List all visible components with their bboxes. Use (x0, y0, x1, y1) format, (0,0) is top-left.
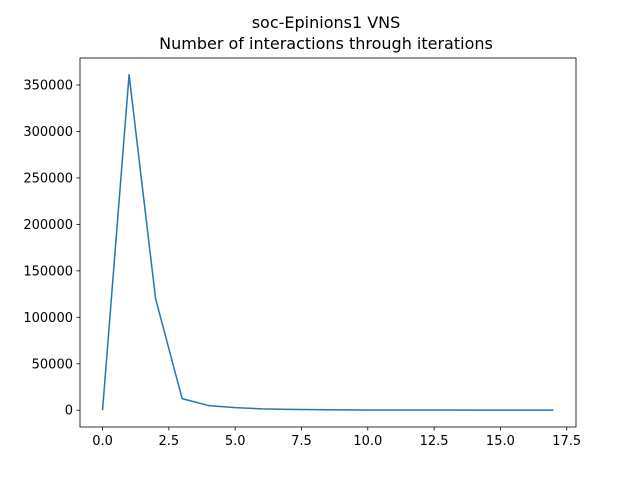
x-tick-label: 0.0 (92, 434, 113, 449)
y-tick-label: 100000 (23, 311, 73, 326)
y-tick-label: 200000 (23, 218, 73, 233)
x-tick-label: 17.5 (552, 434, 581, 449)
chart-title: soc-Epinions1 VNS (252, 13, 401, 32)
y-tick-label: 350000 (23, 78, 73, 93)
x-tick-label: 15.0 (486, 434, 515, 449)
y-tick-label: 0 (65, 404, 73, 419)
x-tick-label: 2.5 (159, 434, 180, 449)
plot-area: 0.0 2.5 5.0 7.5 10.0 12.5 15.0 17.5 0 50000 100000… (23, 57, 581, 449)
y-tick-label: 300000 (23, 125, 73, 140)
series-line-0 (101, 74, 554, 411)
chart-subtitle: Number of interactions through iteration… (159, 34, 493, 53)
x-tick-label: 7.5 (291, 434, 312, 449)
x-tick-label: 10.0 (353, 434, 382, 449)
x-tick-label: 5.0 (225, 434, 246, 449)
x-tick-label: 12.5 (420, 434, 449, 449)
y-tick-label: 150000 (23, 264, 73, 279)
y-tick-label: 250000 (23, 171, 73, 186)
y-tick-label: 50000 (32, 357, 73, 372)
axes-frame (79, 57, 577, 428)
